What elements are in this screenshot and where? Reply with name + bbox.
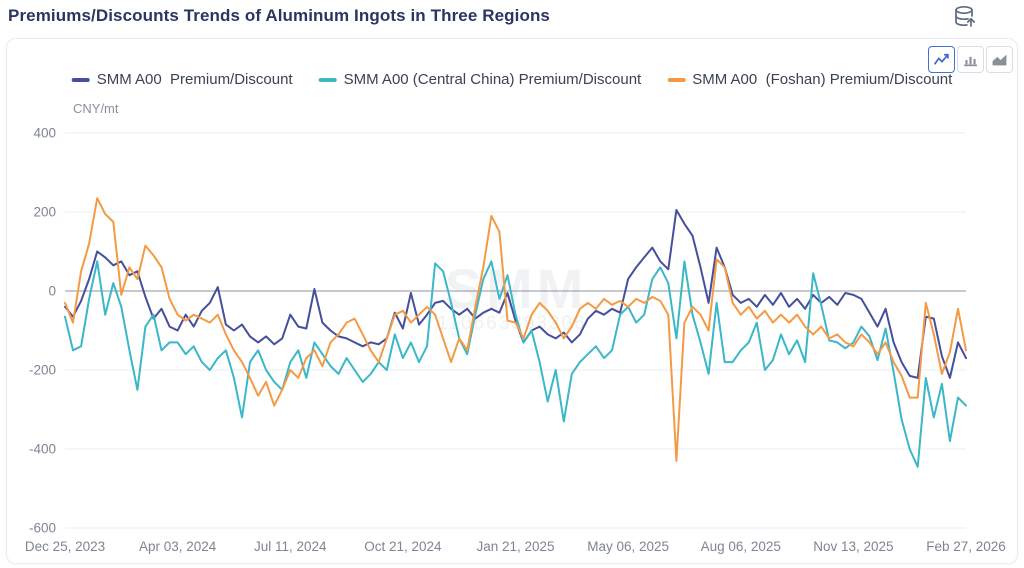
y-tick-label: -200 [29, 363, 56, 378]
y-tick-label: 400 [33, 126, 56, 141]
y-tick-label: -600 [29, 521, 56, 536]
database-upload-icon[interactable] [951, 3, 979, 31]
legend-item-foshan[interactable]: SMM A00 (Foshan) Premium/Discount [667, 71, 952, 88]
legend-dash-icon [71, 77, 90, 82]
x-tick-label: Jul 11, 2024 [254, 539, 327, 554]
line-chart-button[interactable] [928, 46, 955, 73]
watermark-number: 110663393306 [437, 313, 586, 334]
area-chart-icon [992, 54, 1007, 66]
line-chart-icon [933, 53, 949, 65]
area-chart-button[interactable] [986, 46, 1013, 73]
y-tick-label: 200 [33, 205, 56, 220]
series-line [64, 209, 967, 379]
legend-label: SMM A00 Premium/Discount [96, 71, 293, 88]
y-tick-label: 0 [48, 284, 56, 299]
x-tick-label: May 06, 2025 [587, 539, 669, 554]
legend-item-central-china[interactable]: SMM A00 (Central China) Premium/Discount [318, 71, 642, 88]
series-line [64, 197, 967, 462]
y-tick-label: -400 [29, 442, 56, 457]
y-axis-unit-label: CNY/mt [73, 101, 119, 116]
legend-label: SMM A00 (Foshan) Premium/Discount [692, 71, 953, 88]
legend-dash-icon [667, 77, 686, 82]
chart-legend: SMM A00 Premium/Discount SMM A00 (Centra… [71, 71, 952, 88]
legend-item-smm-a00[interactable]: SMM A00 Premium/Discount [71, 71, 293, 88]
x-tick-label: Oct 21, 2024 [364, 539, 442, 554]
series-line [64, 260, 967, 468]
legend-label: SMM A00 (Central China) Premium/Discount [343, 71, 642, 88]
bar-chart-icon [964, 56, 977, 67]
chart-type-toolbar [928, 46, 1013, 73]
x-tick-label: Aug 06, 2025 [701, 539, 781, 554]
x-tick-label: Apr 03, 2024 [139, 539, 217, 554]
x-tick-label: Jan 21, 2025 [476, 539, 554, 554]
page-title: Premiums/Discounts Trends of Aluminum In… [8, 6, 550, 25]
bar-chart-button[interactable] [957, 46, 984, 73]
legend-dash-icon [318, 77, 337, 82]
x-tick-label: Feb 27, 2026 [926, 539, 1006, 554]
x-tick-label: Nov 13, 2025 [813, 539, 893, 554]
x-tick-label: Dec 25, 2023 [25, 539, 105, 554]
